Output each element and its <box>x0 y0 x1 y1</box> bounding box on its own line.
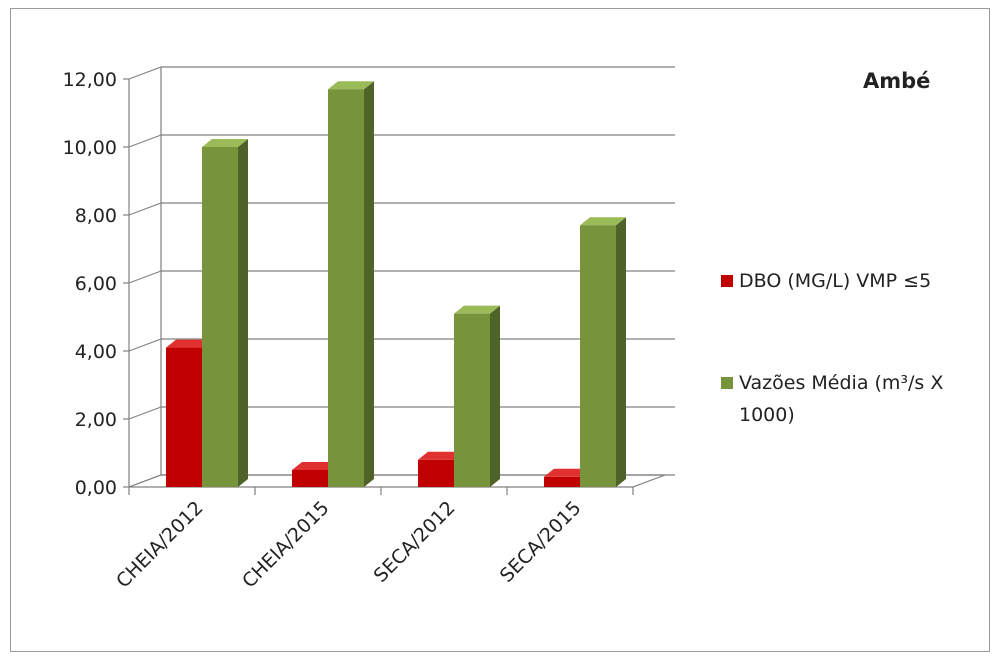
bar-front <box>544 476 580 487</box>
bar-side <box>490 305 500 487</box>
chart-title: Ambé <box>863 69 930 93</box>
bar-front <box>292 470 328 487</box>
bar-front <box>454 313 490 487</box>
legend-entry: DBO (MG/L) VMP ≤5 <box>721 270 931 292</box>
legend: DBO (MG/L) VMP ≤5 Vazões Média (m³/s X 100… <box>721 270 943 426</box>
chart-svg: 0,00 2,00 4,00 6,00 8,00 10,00 12,00 CHEIA/2012… <box>63 66 943 592</box>
bar-top <box>580 217 626 226</box>
y-tick-label: 0,00 <box>75 477 117 499</box>
bar-side <box>364 81 374 487</box>
legend-swatch <box>721 377 733 389</box>
bar-side <box>616 217 626 487</box>
bar-front <box>202 147 238 487</box>
y-tick-label: 12,00 <box>63 69 117 91</box>
chart-frame: 0,00 2,00 4,00 6,00 8,00 10,00 12,00 CHEIA/2012… <box>10 8 990 652</box>
bar-front <box>580 225 616 487</box>
legend-entry: Vazões Média (m³/s X 1000) <box>721 372 943 426</box>
legend-label: DBO (MG/L) VMP ≤5 <box>739 270 931 292</box>
bar-front <box>328 89 364 487</box>
y-tick-label: 6,00 <box>75 273 117 295</box>
bar <box>202 139 248 487</box>
bar-top <box>202 139 248 147</box>
y-tick-label: 10,00 <box>63 137 117 159</box>
y-tick-label: 4,00 <box>75 341 117 363</box>
bar <box>328 81 374 487</box>
bar-front <box>418 459 454 487</box>
bar-layer <box>166 81 626 487</box>
bar-top <box>166 339 212 348</box>
bar-front <box>166 347 202 487</box>
bar <box>454 305 500 487</box>
y-tick-label: 8,00 <box>75 205 117 227</box>
bar-top <box>328 81 374 90</box>
label-layer: 0,00 2,00 4,00 6,00 8,00 10,00 12,00 CHEIA/2012… <box>63 69 586 592</box>
x-tick-label: CHEIA/2012 <box>112 497 207 592</box>
bar-top <box>292 462 338 470</box>
bar-top <box>418 451 464 460</box>
x-tick-label: SECA/2012 <box>370 497 460 587</box>
bar-top <box>544 468 590 477</box>
y-tick-label: 2,00 <box>75 409 117 431</box>
bar-top <box>454 305 500 314</box>
bar-side <box>238 139 248 487</box>
x-tick-label: SECA/2015 <box>496 497 586 587</box>
legend-label: Vazões Média (m³/s X 1000) <box>739 372 943 426</box>
legend-swatch <box>721 275 733 287</box>
bar <box>580 217 626 487</box>
x-tick-label: CHEIA/2015 <box>238 497 333 592</box>
